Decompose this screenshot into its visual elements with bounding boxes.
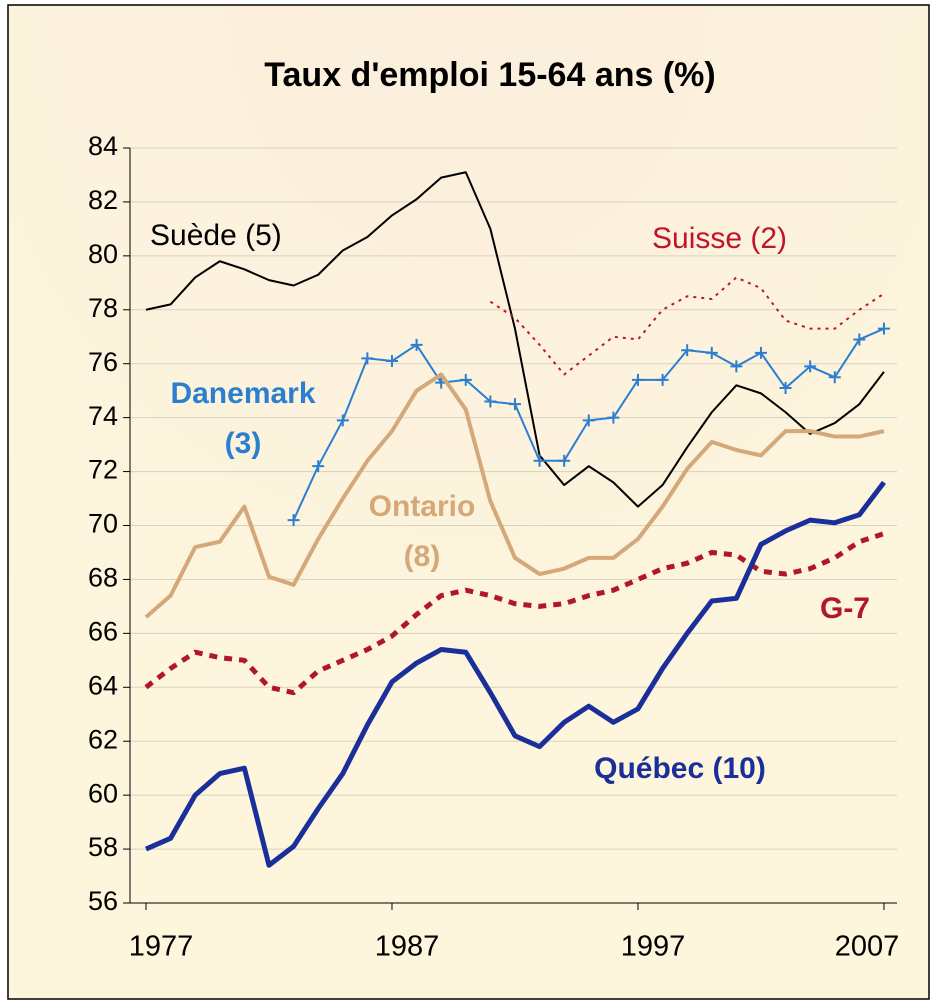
point-marker [779, 381, 792, 394]
y-tick-label: 78 [88, 293, 118, 323]
point-marker [607, 411, 620, 424]
y-tick-label: 60 [88, 778, 118, 808]
point-marker [361, 352, 374, 365]
point-marker [853, 333, 866, 346]
series-label: Suède (5) [150, 219, 282, 252]
point-marker [877, 322, 890, 335]
x-tick-label: 1997 [621, 931, 686, 963]
point-marker [459, 373, 472, 386]
point-marker [558, 454, 571, 467]
point-marker [705, 346, 718, 359]
x-tick-label: 2007 [835, 931, 900, 963]
series-label: G-7 [820, 592, 870, 625]
point-marker [410, 338, 423, 351]
x-tick-label: 1977 [129, 931, 194, 963]
chart-frame [7, 4, 930, 1000]
point-marker [287, 514, 300, 527]
y-tick-label: 62 [88, 724, 118, 754]
series-label: Danemark (3) [170, 377, 315, 460]
point-marker [385, 355, 398, 368]
y-tick-label: 82 [88, 185, 118, 215]
series-label: Québec (10) [594, 752, 766, 785]
point-marker [336, 414, 349, 427]
y-tick-label: 76 [88, 347, 118, 377]
series-line [144, 480, 886, 868]
y-tick-label: 64 [88, 670, 118, 700]
point-marker [656, 373, 669, 386]
chart-title: Taux d'emploi 15-64 ans (%) [264, 56, 715, 94]
y-tick-label: 58 [88, 832, 118, 862]
point-marker [828, 371, 841, 384]
series-label: Suisse (2) [652, 222, 787, 255]
series-line [144, 372, 885, 619]
series-label: Ontario (8) [369, 490, 476, 573]
series-line [145, 171, 885, 508]
y-tick-label: 66 [88, 616, 118, 646]
y-tick-label: 84 [88, 131, 118, 161]
y-tick-label: 74 [88, 401, 118, 431]
point-marker [631, 373, 644, 386]
y-tick-label: 56 [88, 886, 118, 916]
point-marker [681, 344, 694, 357]
y-tick-label: 80 [88, 239, 118, 269]
point-marker [484, 395, 497, 408]
y-tick-label: 68 [88, 563, 118, 593]
series-line [489, 276, 885, 376]
point-marker [582, 414, 595, 427]
point-marker [754, 346, 767, 359]
series-line [144, 531, 885, 696]
point-marker [804, 360, 817, 373]
point-marker [508, 398, 521, 411]
point-marker [730, 360, 743, 373]
y-tick-label: 70 [88, 509, 118, 539]
point-marker [533, 454, 546, 467]
point-marker [312, 460, 325, 473]
y-tick-label: 72 [88, 455, 118, 485]
x-tick-label: 1987 [375, 931, 440, 963]
